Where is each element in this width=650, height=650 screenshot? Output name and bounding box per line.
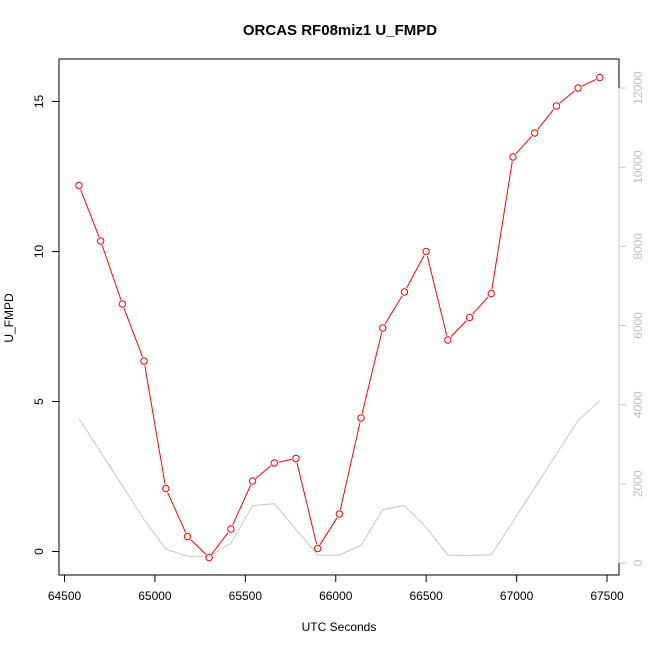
series-secondary bbox=[78, 400, 601, 557]
data-point bbox=[292, 454, 300, 463]
data-point bbox=[357, 414, 365, 422]
series-line bbox=[78, 400, 601, 557]
series-segment bbox=[255, 465, 272, 479]
data-point bbox=[596, 73, 604, 82]
series-segment bbox=[406, 255, 425, 289]
series-segment bbox=[491, 161, 513, 290]
y2-tick-label: 0 bbox=[631, 559, 645, 566]
x-tick-label: 67500 bbox=[590, 589, 624, 603]
data-point bbox=[162, 484, 170, 493]
data-point bbox=[574, 84, 582, 92]
x-tick-label: 65500 bbox=[229, 589, 263, 603]
x-tick-label: 64500 bbox=[48, 589, 82, 603]
series-segment bbox=[450, 320, 467, 338]
series-segment bbox=[472, 296, 489, 315]
series-segment bbox=[384, 295, 403, 325]
series-layer bbox=[75, 73, 604, 562]
x-tick-label: 66500 bbox=[409, 589, 443, 603]
series-segment bbox=[319, 517, 338, 545]
y-axis-left: 0 5 10 15 bbox=[32, 95, 60, 555]
y2-tick-label: 12000 bbox=[631, 71, 645, 105]
series-segment bbox=[123, 308, 143, 357]
series-segment bbox=[559, 90, 575, 104]
chart-title: ORCAS RF08miz1 U_FMPD bbox=[243, 22, 437, 39]
data-point bbox=[379, 324, 387, 332]
x-axis: 64500 65000 65500 66000 66500 67000 67500 bbox=[48, 574, 624, 603]
x-tick-label: 67000 bbox=[500, 589, 534, 603]
y-axis-right: 0 2000 4000 6000 8000 10000 12000 bbox=[618, 71, 645, 566]
series-segment bbox=[581, 79, 596, 87]
series-segment bbox=[80, 189, 100, 237]
data-point bbox=[400, 288, 409, 296]
data-point bbox=[183, 532, 192, 541]
series-segment bbox=[515, 136, 533, 154]
data-point bbox=[227, 525, 235, 533]
y-tick-label: 5 bbox=[32, 398, 46, 405]
series-segment bbox=[211, 532, 229, 555]
series-segment bbox=[426, 255, 448, 336]
series-segment bbox=[144, 365, 166, 485]
data-point bbox=[422, 247, 430, 256]
data-point bbox=[96, 237, 105, 245]
data-point bbox=[552, 102, 561, 110]
data-point bbox=[465, 313, 474, 322]
series-segment bbox=[339, 422, 361, 510]
series-segment bbox=[296, 462, 318, 545]
series-primary bbox=[75, 73, 604, 562]
data-point bbox=[509, 153, 517, 161]
y-tick-label: 15 bbox=[32, 95, 46, 109]
data-point bbox=[444, 336, 452, 344]
data-point bbox=[118, 300, 127, 308]
data-point bbox=[335, 510, 344, 518]
y-axis-label: U_FMPD bbox=[2, 293, 16, 343]
data-point bbox=[270, 459, 278, 467]
data-point bbox=[75, 181, 83, 190]
data-point bbox=[487, 289, 495, 298]
y2-tick-label: 6000 bbox=[631, 312, 645, 339]
series-segment bbox=[232, 484, 252, 526]
data-point bbox=[530, 129, 539, 137]
data-point bbox=[205, 553, 213, 562]
series-segment bbox=[361, 332, 383, 414]
y2-tick-label: 2000 bbox=[631, 470, 645, 497]
series-segment bbox=[190, 539, 207, 555]
y2-tick-label: 8000 bbox=[631, 233, 645, 260]
y2-tick-label: 10000 bbox=[631, 150, 645, 184]
x-tick-label: 65000 bbox=[138, 589, 172, 603]
x-axis-label: UTC Seconds bbox=[302, 620, 377, 634]
y-tick-label: 0 bbox=[32, 548, 46, 555]
series-segment bbox=[278, 458, 292, 463]
x-tick-label: 66000 bbox=[319, 589, 353, 603]
series-segment bbox=[167, 492, 187, 533]
y2-tick-label: 4000 bbox=[631, 391, 645, 418]
data-point bbox=[140, 357, 148, 365]
series-segment bbox=[537, 109, 554, 130]
data-point bbox=[313, 544, 322, 553]
y-tick-label: 10 bbox=[32, 245, 46, 259]
series-segment bbox=[101, 245, 122, 300]
data-point bbox=[248, 477, 257, 485]
